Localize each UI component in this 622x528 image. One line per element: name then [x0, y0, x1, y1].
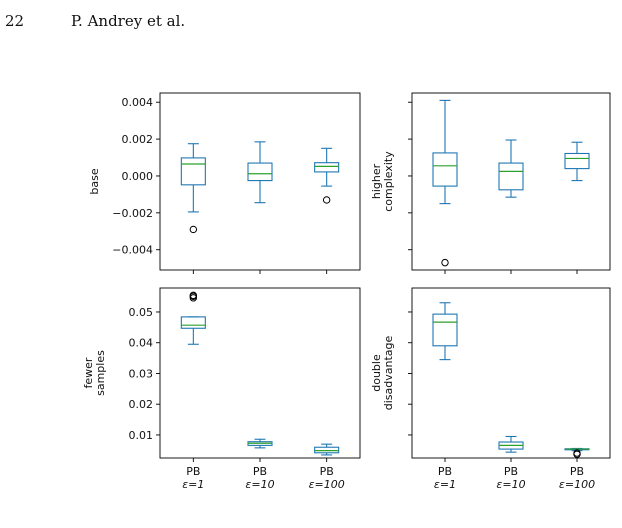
iqr-box [432, 152, 458, 187]
iqr-box [432, 313, 458, 347]
x-tick-label-bottom-right: PB [438, 465, 452, 478]
y-axis-label-top-right: complexity [382, 151, 395, 212]
y-axis-label-bottom-right: double [370, 354, 383, 392]
iqr-box [498, 162, 524, 191]
x-tick-label-bottom-right: ε=100 [559, 478, 595, 491]
outlier-marker [573, 449, 581, 457]
x-tick-label-bottom-left: ε=10 [245, 478, 274, 491]
page-number: 22 [5, 12, 25, 30]
y-axis-label-bottom-left: fewer [82, 357, 95, 388]
y-tick-label-bottom-left: 0.03 [129, 367, 154, 380]
iqr-box [314, 162, 340, 173]
y-tick-label-bottom-left: 0.05 [129, 306, 154, 319]
x-tick-label-bottom-left: PB [186, 465, 200, 478]
y-tick-label-top-left: 0.002 [122, 133, 154, 146]
iqr-box [180, 157, 206, 186]
outlier-marker [189, 225, 198, 234]
x-tick-label-bottom-left: PB [320, 465, 334, 478]
y-axis-label-bottom-left: samples [94, 350, 107, 396]
y-tick-label-bottom-left: 0.04 [129, 337, 154, 350]
y-tick-label-top-left: −0.004 [112, 244, 153, 257]
x-tick-label-bottom-right: ε=10 [496, 478, 525, 491]
iqr-box [564, 152, 590, 170]
iqr-box [247, 162, 273, 182]
x-tick-label-bottom-left: ε=1 [182, 478, 204, 491]
running-authors: P. Andrey et al. [71, 12, 186, 30]
axes-frame-bottom-left [159, 287, 361, 459]
y-tick-label-top-left: 0.004 [122, 96, 154, 109]
axes-frame-top-right [411, 92, 611, 271]
y-tick-label-top-left: −0.002 [112, 207, 153, 220]
y-axis-label-top-right: higher [370, 163, 383, 199]
iqr-box [314, 446, 340, 454]
outlier-marker [189, 291, 198, 300]
axes-frame-bottom-right [411, 287, 611, 459]
x-tick-label-bottom-left: ε=100 [309, 478, 345, 491]
y-tick-label-bottom-left: 0.02 [129, 398, 154, 411]
x-tick-label-bottom-left: PB [253, 465, 267, 478]
outlier-marker [441, 258, 449, 267]
y-axis-label-bottom-right: disadvantage [382, 336, 395, 411]
y-tick-label-top-left: 0.000 [122, 170, 154, 183]
x-tick-label-bottom-right: PB [570, 465, 584, 478]
x-tick-label-bottom-right: PB [504, 465, 518, 478]
page-header: 22 P. Andrey et al. [0, 0, 622, 30]
y-axis-label-top-left: base [88, 168, 101, 194]
x-tick-label-bottom-right: ε=1 [434, 478, 456, 491]
y-tick-label-bottom-left: 0.01 [129, 429, 154, 442]
iqr-box [180, 316, 206, 329]
outlier-marker [322, 196, 331, 204]
